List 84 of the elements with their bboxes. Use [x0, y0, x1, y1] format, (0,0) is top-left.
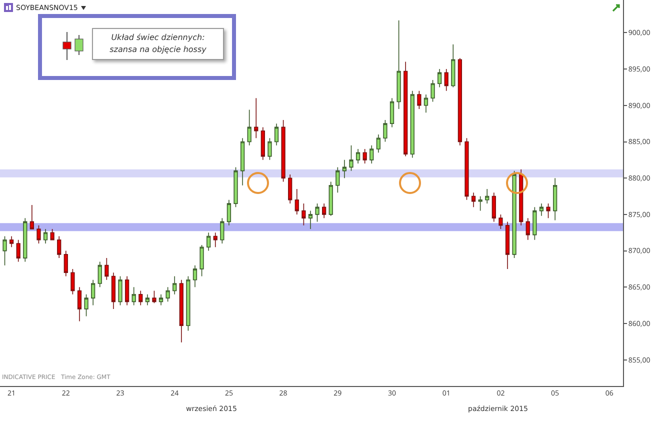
candlestick: [383, 120, 388, 142]
candlestick: [539, 203, 544, 216]
candlestick: [206, 232, 211, 252]
candlestick: [546, 203, 550, 218]
candlestick: [145, 294, 150, 306]
candlestick: [498, 214, 503, 230]
candlestick: [124, 276, 130, 306]
candlestick: [166, 286, 170, 302]
candlestick: [294, 188, 299, 215]
candlestick: [417, 90, 422, 110]
candlestick: [9, 236, 14, 248]
candlestick: [478, 196, 482, 212]
candlestick: [57, 236, 62, 258]
candlestick: [485, 188, 490, 204]
candlestick: [192, 264, 198, 288]
candlestick: [519, 168, 524, 226]
candlestick: [424, 94, 428, 114]
candlestick: [138, 290, 143, 306]
candlestick: [464, 138, 469, 200]
candlestick: [186, 276, 190, 332]
candlestick: [322, 203, 326, 218]
candlestick: [70, 268, 75, 295]
candlestick: [362, 148, 367, 164]
candlestick: [213, 232, 218, 248]
candlestick: [16, 239, 20, 262]
candlestick: [240, 138, 245, 186]
candlestick: [36, 224, 41, 244]
candlestick: [260, 126, 265, 160]
candlestick: [64, 250, 68, 277]
candlestick: [132, 286, 136, 306]
candlestick: [458, 58, 462, 146]
candlestick: [172, 276, 177, 295]
candlestick: [50, 228, 54, 240]
candlestick: [158, 294, 164, 306]
candlestick: [274, 123, 279, 146]
candlestick: [91, 279, 96, 306]
candlestick: [328, 181, 333, 216]
candlestick: [226, 200, 232, 226]
candlestick: [23, 218, 28, 262]
candlestick: [553, 178, 558, 221]
candlestick: [492, 192, 496, 222]
candlestick: [281, 120, 286, 182]
candlestick: [438, 68, 442, 88]
candlestick: [410, 90, 414, 158]
candlestick: [288, 174, 292, 204]
candlestick: [430, 80, 435, 102]
candlestick: [43, 228, 48, 244]
candlestick: [200, 244, 204, 277]
candlestick: [471, 192, 476, 208]
candlestick: [532, 206, 537, 240]
candlestick: [512, 170, 516, 258]
candlestick: [370, 144, 374, 164]
candlestick: [220, 218, 224, 244]
callout-box: Układ świec dziennych: szansa na objęcie hossy: [38, 14, 236, 80]
candlestick: [152, 290, 156, 304]
candlestick: [376, 134, 380, 154]
candlestick: [356, 148, 360, 164]
candlestick: [444, 68, 448, 92]
candlestick: [268, 138, 272, 160]
candlestick: [234, 166, 238, 208]
candlestick: [315, 203, 320, 222]
candlestick: [396, 20, 401, 110]
candlestick: [390, 98, 394, 128]
candlestick: [30, 204, 34, 230]
candlestick: [505, 221, 510, 270]
candlestick: [302, 203, 306, 226]
candlestick: [118, 276, 122, 306]
candlestick: [247, 109, 252, 146]
candlestick: [254, 98, 258, 139]
candlestick: [111, 272, 116, 310]
candlestick: [451, 44, 456, 88]
candlestick: [404, 61, 408, 157]
candlestick: [98, 261, 102, 288]
candlestick: [526, 218, 530, 240]
candlestick: [336, 166, 340, 194]
candlestick: [179, 279, 184, 343]
annotation: Układ świec dziennych: szansa na objęcie hossy: [92, 28, 224, 60]
candlestick: [77, 286, 82, 322]
candlestick: [2, 236, 7, 266]
candlestick: [342, 160, 347, 178]
candlestick: [84, 294, 88, 317]
candlestick: [308, 210, 313, 230]
candlestick: [349, 144, 354, 172]
candlestick: [104, 258, 109, 280]
